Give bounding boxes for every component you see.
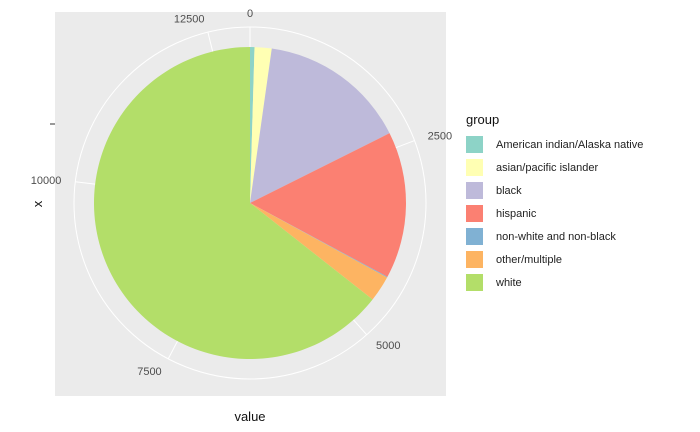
pie-slice-non-white-and-non-black	[250, 203, 388, 278]
tick-label: 0	[247, 8, 253, 20]
legend-key	[466, 251, 483, 268]
legend: group American indian/Alaska native asian…	[466, 112, 643, 294]
legend-key	[466, 274, 483, 291]
tick-label: 10000	[31, 175, 62, 187]
legend-key	[466, 159, 483, 176]
tick-label: 5000	[376, 340, 400, 352]
legend-label: American indian/Alaska native	[496, 138, 644, 151]
x-axis-title: value	[234, 409, 265, 424]
pie-slices	[94, 47, 406, 359]
legend-item: black	[466, 179, 643, 202]
legend-label: black	[496, 184, 522, 197]
legend-label: asian/pacific islander	[496, 161, 599, 174]
legend-key	[466, 205, 483, 222]
tick-label: 2500	[428, 131, 452, 143]
legend-item: other/multiple	[466, 248, 643, 271]
legend-key	[466, 228, 483, 245]
legend-title: group	[466, 112, 500, 127]
pie-slice-hispanic	[250, 133, 406, 277]
legend-item: asian/pacific islander	[466, 156, 643, 179]
legend-label: white	[496, 276, 522, 289]
legend-key	[466, 136, 483, 153]
legend-item: hispanic	[466, 202, 643, 225]
legend-label: non-white and non-black	[496, 230, 616, 243]
legend-item: non-white and non-black	[466, 225, 643, 248]
legend-key	[466, 182, 483, 199]
angle-tick-labels: 0 2500 5000 7500 10000 12500	[31, 8, 452, 378]
pie-slice-american-indian-alaska-native	[250, 47, 255, 203]
pie-slice-black	[250, 48, 390, 203]
legend-items: American indian/Alaska native asian/pacif…	[466, 133, 643, 294]
tick-label: 12500	[174, 14, 205, 26]
legend-item: American indian/Alaska native	[466, 133, 643, 156]
y-axis-title: x	[30, 200, 45, 207]
pie-slice-asian-pacific-islander	[250, 47, 272, 204]
legend-label: other/multiple	[496, 253, 563, 266]
tick-label: 7500	[137, 366, 161, 378]
legend-label: hispanic	[496, 207, 537, 220]
pie-slice-other-multiple	[250, 203, 388, 300]
legend-item: white	[466, 271, 643, 294]
pie-slice-white	[94, 47, 373, 359]
